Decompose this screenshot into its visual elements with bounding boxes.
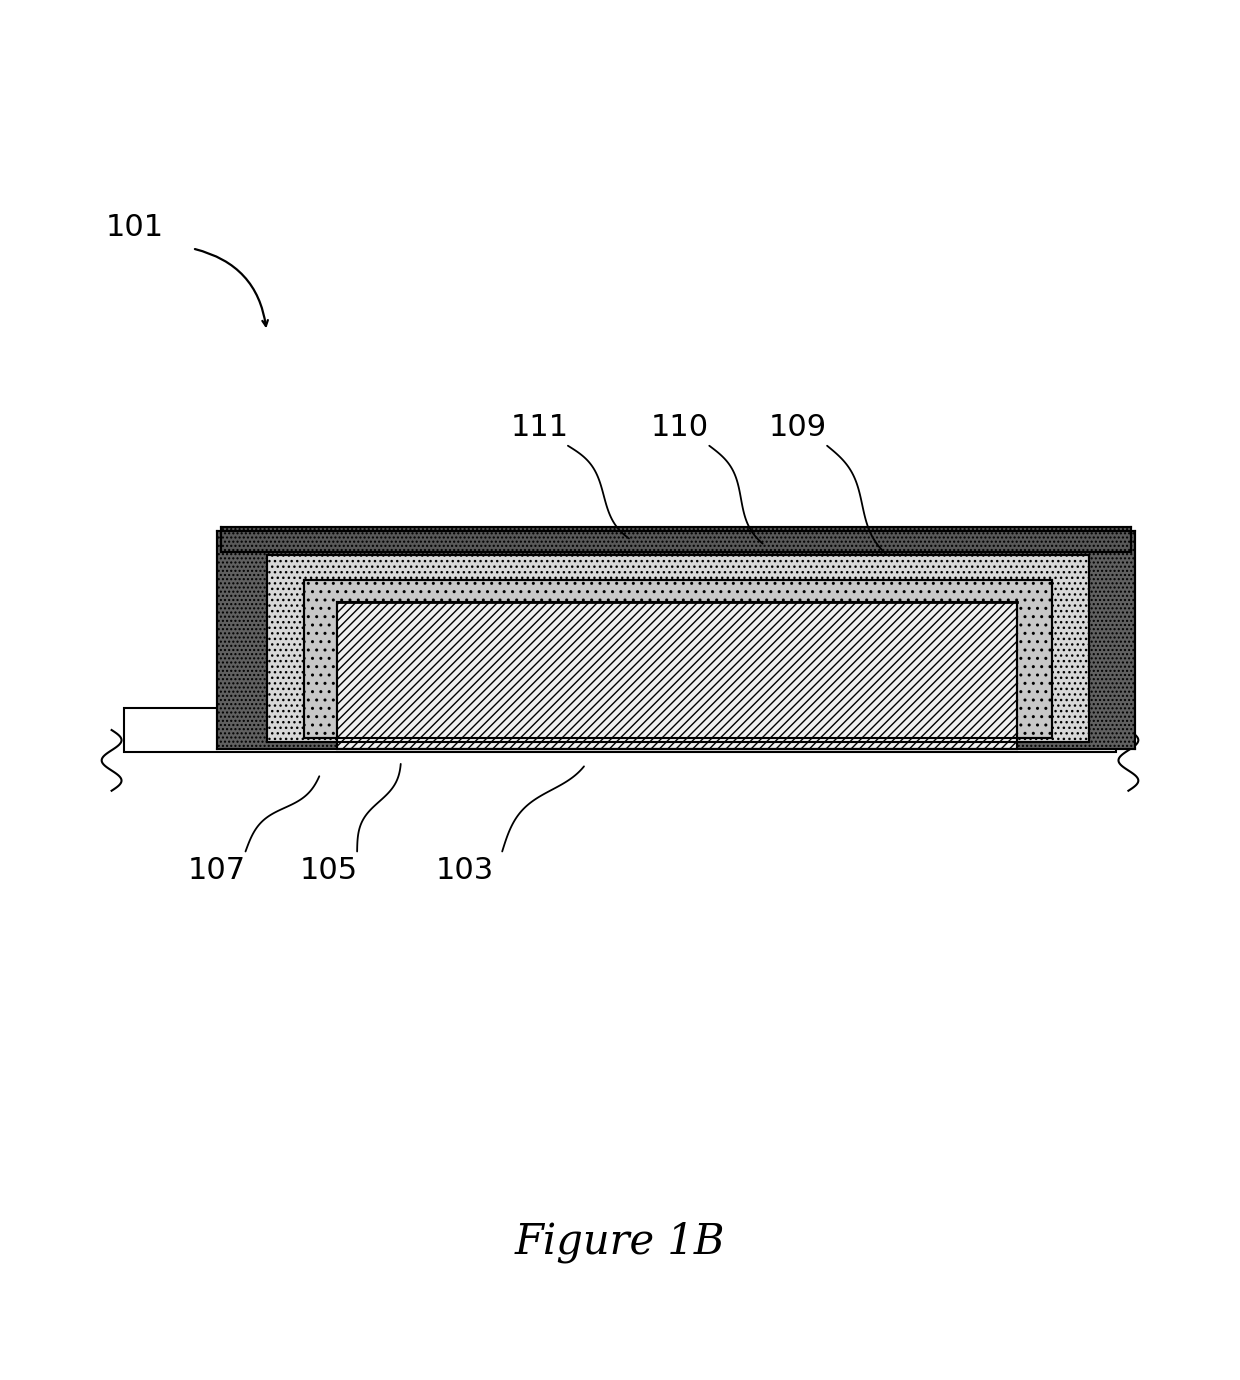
Bar bbox=[217, 531, 1135, 749]
Text: 107: 107 bbox=[188, 856, 246, 885]
Text: 111: 111 bbox=[511, 413, 568, 442]
Text: 109: 109 bbox=[769, 413, 826, 442]
Bar bbox=[267, 555, 1089, 742]
Bar bbox=[124, 708, 1116, 752]
Bar bbox=[221, 527, 1131, 552]
Text: 105: 105 bbox=[300, 856, 357, 885]
Bar bbox=[337, 602, 1017, 749]
Text: 103: 103 bbox=[436, 856, 494, 885]
Bar bbox=[304, 580, 1052, 738]
Text: 110: 110 bbox=[651, 413, 708, 442]
Text: 101: 101 bbox=[105, 213, 164, 242]
Text: Figure 1B: Figure 1B bbox=[515, 1221, 725, 1263]
